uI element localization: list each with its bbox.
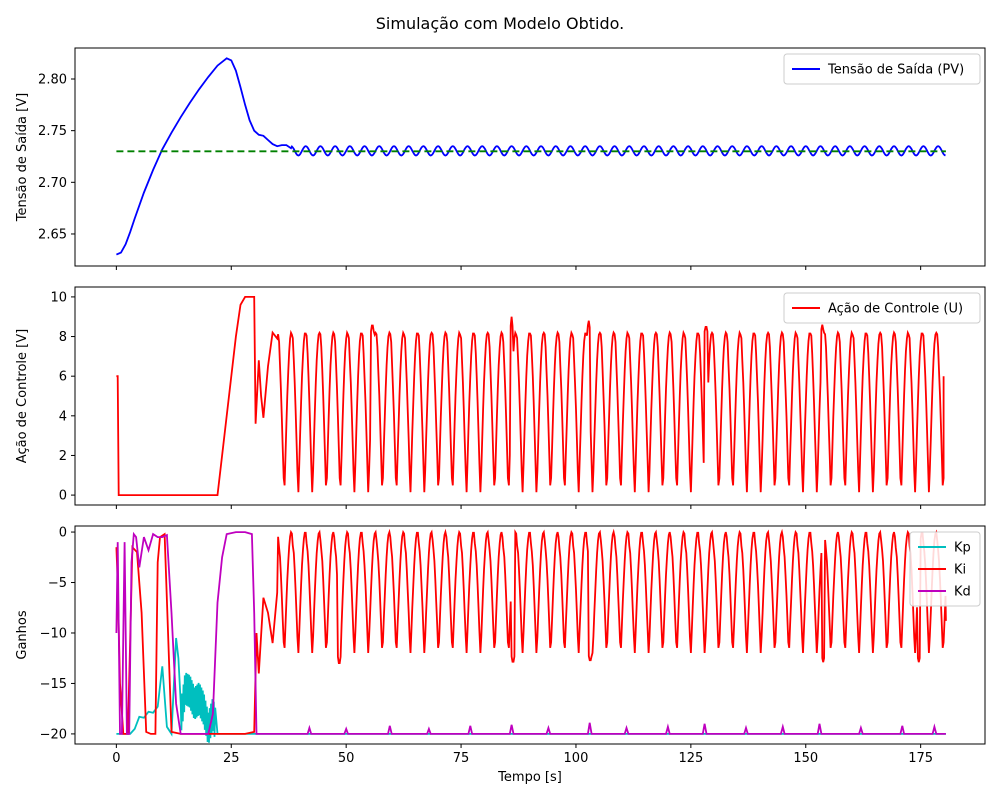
x-tick-label: 100 [564, 751, 589, 766]
panel-output-voltage: 2.65 2.70 2.75 2.80 Tensão de Saída [V] Tensã… [15, 47, 986, 270]
y-tick-label: 2.75 [38, 124, 67, 139]
panel-gains: 0 25 50 75 100 125 150 175−20−15−10−50GanhosKpK… [15, 525, 986, 766]
y-tick-label: 2.80 [38, 72, 67, 87]
y-axis-label: Tensão de Saída [V] [15, 93, 30, 222]
legend-label: Ação de Controle (U) [828, 302, 963, 317]
series-line-kd [115, 531, 946, 735]
series-line-a-o-de-controle-u- [116, 296, 945, 496]
y-tick-label: −15 [40, 677, 67, 692]
y-tick-label: 10 [50, 290, 67, 305]
series-line-ki [115, 528, 947, 735]
y-tick-label: 6 [59, 370, 67, 385]
y-tick-label: 4 [59, 409, 67, 424]
x-tick-label: 75 [453, 751, 470, 766]
x-axis-label: Tempo [s] [497, 770, 562, 785]
panel-control-action: 0 2 4 6 8 10 Ação de Controle [V] Ação de Contr… [15, 286, 986, 509]
legend: Ação de Controle (U) [783, 292, 981, 324]
y-axis-label: Ação de Controle [V] [15, 329, 30, 463]
x-tick-label: 0 [112, 751, 120, 766]
y-tick-label: −20 [40, 727, 67, 742]
legend: Tensão de Saída (PV) [783, 53, 981, 85]
legend-label: Kp [954, 541, 971, 556]
y-tick-label: −5 [48, 576, 67, 591]
legend-box [783, 53, 981, 85]
y-axis-label: Ganhos [15, 610, 30, 659]
y-tick-label: 2 [59, 449, 67, 464]
x-tick-label: 25 [223, 751, 240, 766]
series-line-tens-o-de-sa-da-pv- [116, 57, 946, 256]
x-tick-label: 150 [793, 751, 818, 766]
legend-label: Kd [954, 585, 971, 600]
y-tick-label: 2.65 [38, 227, 67, 242]
axes-frame [74, 286, 986, 506]
y-tick-label: 0 [59, 526, 67, 541]
figure-title: Simulação com Modelo Obtido. [376, 14, 624, 33]
x-tick-label: 50 [338, 751, 355, 766]
legend-box [783, 292, 981, 324]
x-tick-label: 175 [908, 751, 933, 766]
legend-label: Tensão de Saída (PV) [827, 63, 964, 78]
y-tick-label: 0 [59, 489, 67, 504]
y-tick-label: −10 [40, 626, 67, 641]
axes-frame [74, 47, 986, 267]
legend: Kp Ki Kd [909, 531, 981, 607]
y-tick-label: 2.70 [38, 176, 67, 191]
x-tick-label: 125 [678, 751, 703, 766]
series-line-kp [116, 637, 946, 743]
legend-label: Ki [954, 563, 966, 578]
axes-frame [74, 525, 986, 745]
y-tick-label: 8 [59, 330, 67, 345]
